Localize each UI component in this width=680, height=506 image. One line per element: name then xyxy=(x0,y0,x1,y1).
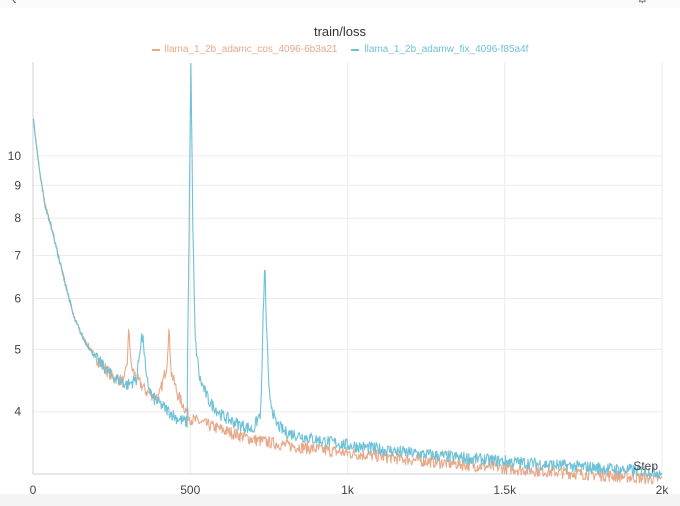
top-bar xyxy=(0,0,680,8)
gear-icon[interactable]: ⚙ xyxy=(636,0,649,7)
x-axis-label: Step xyxy=(633,459,658,473)
legend-label: llama_1_2b_adamc_cos_4096-6b3a21 xyxy=(164,44,338,55)
x-tick-label: 0 xyxy=(30,483,37,497)
legend: llama_1_2b_adamc_cos_4096-6b3a21 llama_1… xyxy=(0,44,680,55)
x-tick-label: 2k xyxy=(656,483,670,497)
chart-title: train/loss xyxy=(313,24,367,39)
y-tick-label: 9 xyxy=(14,178,21,192)
legend-label: llama_1_2b_adamw_fix_4096-f85a4f xyxy=(364,44,529,55)
y-tick-label: 5 xyxy=(14,342,21,356)
legend-item-series-1[interactable]: llama_1_2b_adamc_cos_4096-6b3a21 xyxy=(151,44,338,55)
y-tick-label: 6 xyxy=(14,292,21,306)
y-tick-label: 8 xyxy=(14,211,21,225)
legend-swatch xyxy=(351,48,360,51)
legend-swatch xyxy=(151,48,160,51)
y-tick-label: 10 xyxy=(8,149,22,163)
y-tick-label: 7 xyxy=(14,248,21,262)
x-tick-label: 500 xyxy=(180,483,200,497)
bottom-bar xyxy=(0,494,680,506)
x-tick-label: 1.5k xyxy=(493,483,517,497)
series-line-2 xyxy=(32,62,663,479)
y-tick-label: 4 xyxy=(14,405,21,419)
legend-item-series-2[interactable]: llama_1_2b_adamw_fix_4096-f85a4f xyxy=(351,44,528,55)
x-tick-label: 1k xyxy=(341,483,355,497)
chevron-left-icon[interactable]: ‹ xyxy=(12,0,17,7)
